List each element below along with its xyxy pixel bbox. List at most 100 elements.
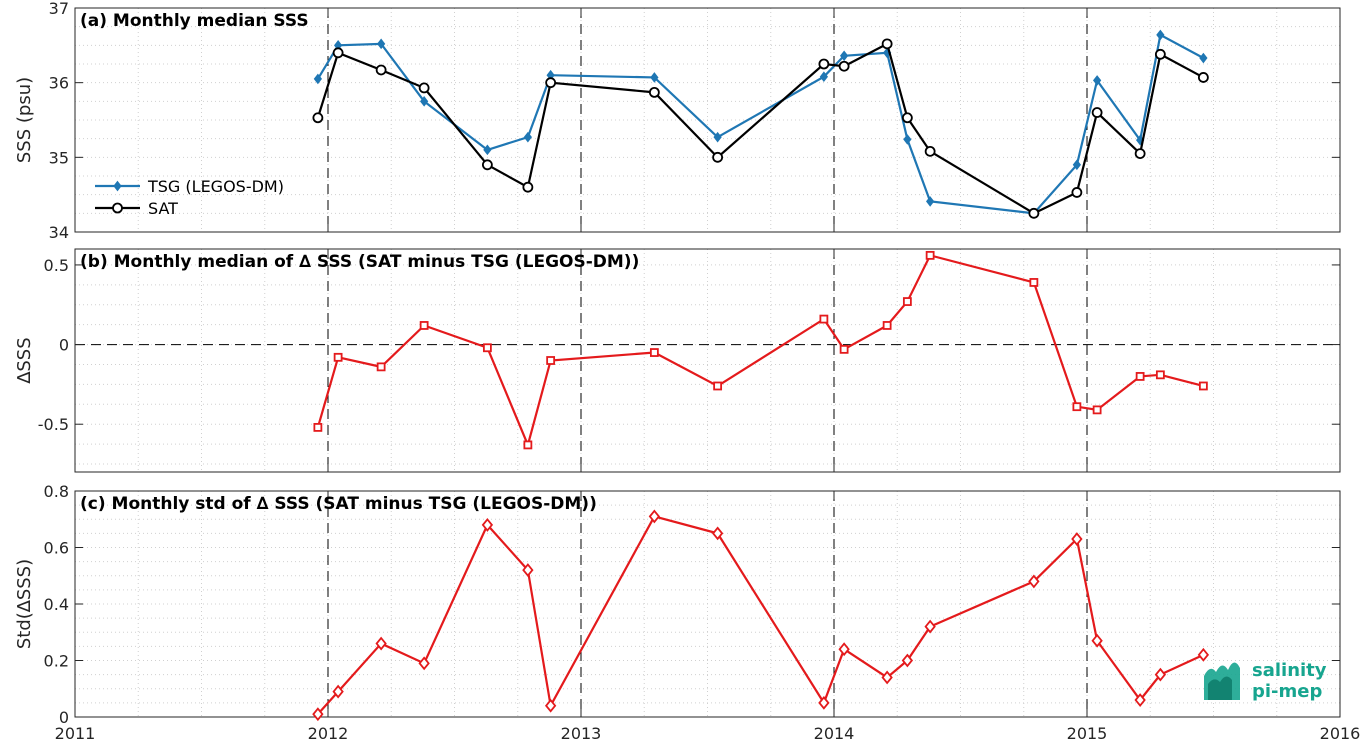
data-point [1028, 574, 1040, 589]
data-point [483, 144, 492, 156]
legend-label: SAT [148, 199, 178, 218]
axes-box [74, 7, 1341, 233]
data-point [924, 619, 936, 634]
data-point [481, 517, 494, 532]
series-delta [313, 250, 1208, 450]
y-tick-label: 37 [49, 0, 69, 18]
x-tick-label: 2011 [55, 724, 96, 743]
grid [74, 249, 1341, 472]
data-point [902, 297, 912, 306]
data-point [420, 96, 429, 107]
data-point [839, 50, 849, 62]
data-point [1155, 370, 1165, 380]
data-point [838, 642, 850, 657]
data-point [418, 82, 430, 94]
data-point [481, 159, 493, 171]
data-point [819, 71, 829, 83]
data-point [1199, 52, 1208, 64]
logo-text-line2: pi-mep [1252, 681, 1322, 702]
data-point [1134, 148, 1146, 160]
data-point [1071, 532, 1083, 546]
y-tick-label: 35 [49, 148, 69, 167]
x-tick-label: 2016 [1320, 724, 1361, 743]
y-tick-label: 0.6 [44, 539, 69, 558]
data-point [522, 181, 534, 193]
data-point [482, 343, 492, 353]
data-point [711, 526, 724, 541]
y-tick-label: 0.8 [44, 482, 69, 501]
data-point [839, 344, 849, 354]
data-point [1092, 405, 1102, 415]
y-tick-label: 0 [59, 336, 69, 355]
series-line [317, 515, 1204, 715]
x-tick-label: 2012 [308, 724, 349, 743]
chart-panels: 34 35 36 37 SSS (psu) (a) Monthly median SSS T… [14, 0, 1360, 743]
panel-a: 34 35 36 37 SSS (psu) (a) Monthly median SSS T… [14, 0, 1341, 242]
y-tick-label: -0.5 [38, 415, 69, 434]
y-tick-label: 34 [49, 223, 69, 242]
legend-marker [112, 202, 123, 214]
data-point [376, 38, 386, 50]
legend-marker [113, 180, 122, 192]
data-point [1135, 372, 1145, 381]
data-point [1197, 647, 1210, 662]
series-sat [312, 38, 1209, 219]
data-point [712, 151, 724, 163]
x-tick-label: 2013 [561, 724, 602, 743]
data-point [332, 684, 344, 699]
data-point [838, 60, 850, 72]
data-point [925, 250, 935, 260]
data-point [648, 86, 660, 98]
data-point [713, 381, 723, 391]
panel-title: (c) Monthly std of ∆ SSS (SAT minus TSG … [80, 494, 597, 514]
data-point [882, 321, 892, 330]
data-point [419, 321, 429, 330]
data-point [881, 38, 893, 50]
panel-b: -0.5 0 0.5 ∆SSS (b) Monthly median of ∆ SSS … [14, 248, 1341, 473]
legend: TSG (LEGOS-DM) SAT [95, 177, 284, 218]
y-axis-label: ∆SSS [14, 337, 35, 384]
series-delta [312, 509, 1210, 722]
data-point [332, 47, 344, 59]
data-point [418, 656, 430, 671]
data-point [903, 134, 912, 145]
data-point [375, 636, 387, 651]
axes-box [74, 248, 1341, 473]
data-point [1154, 48, 1166, 60]
y-tick-label: 0.4 [44, 595, 69, 614]
y-tick-label: 36 [49, 74, 69, 93]
plot-area [75, 249, 1340, 472]
data-point [649, 348, 659, 357]
data-point [1197, 72, 1209, 83]
logo-text-line1: salinity [1252, 660, 1327, 681]
data-point [1134, 693, 1146, 707]
data-point [1071, 187, 1083, 198]
logo-wave-icon [1208, 676, 1232, 700]
data-point [881, 670, 893, 685]
data-point [901, 112, 913, 124]
data-point [819, 314, 829, 324]
panel-c: 0 0.2 0.4 0.6 0.8 2011 2012 2013 2014 2015 2016 Std… [14, 482, 1360, 743]
data-point [1091, 107, 1103, 118]
data-point [1072, 159, 1082, 171]
data-point [312, 707, 324, 722]
series-line [316, 33, 1204, 215]
data-point [1198, 381, 1208, 391]
x-tick-label: 2015 [1067, 724, 1108, 743]
data-point [924, 145, 936, 157]
data-point [1154, 667, 1167, 682]
y-axis-label: Std(∆SSS) [14, 559, 35, 649]
panel-title: (a) Monthly median SSS [80, 11, 309, 31]
data-point [333, 352, 343, 362]
data-point [523, 131, 533, 143]
y-axis-label: SSS (psu) [14, 77, 35, 163]
data-point [375, 64, 387, 76]
data-point [1091, 633, 1103, 648]
data-point [312, 112, 324, 124]
data-point [313, 422, 323, 432]
data-point [648, 509, 661, 524]
data-point [313, 73, 323, 85]
data-point [818, 695, 830, 710]
data-point [926, 196, 935, 207]
